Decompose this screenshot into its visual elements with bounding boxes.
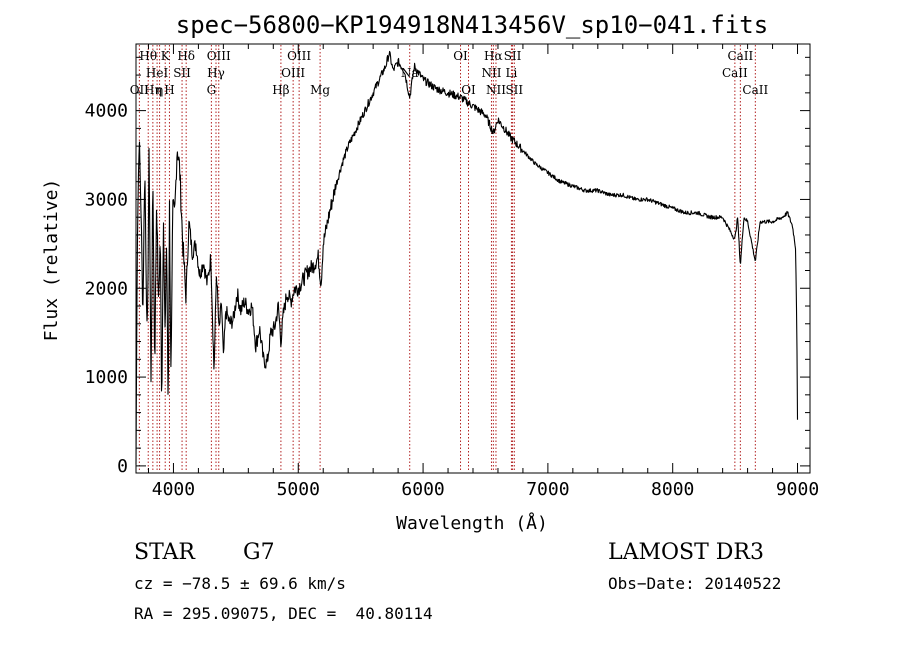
x-tick-label: 4000	[152, 479, 195, 500]
spectral-line-label: Hγ	[207, 66, 225, 80]
survey-name: LAMOST DR3	[608, 540, 764, 565]
spectral-line-label: Hθ	[139, 49, 157, 63]
observation-date: Obs−Date: 20140522	[608, 574, 782, 593]
y-tick-label: 2000	[85, 278, 128, 299]
x-tick-label: 7000	[526, 479, 569, 500]
x-tick-label: 6000	[401, 479, 444, 500]
spectral-line-label: Na	[401, 66, 419, 80]
plot-frame	[135, 43, 811, 474]
spectral-line-label: OI	[461, 83, 476, 97]
spectral-line-label: NII	[486, 83, 506, 97]
spectral-line-labels: OII Hθ Hη HeI η K H SII Hδ G Hγ OIII Hβ OIII OIII Mg Na O…	[130, 49, 769, 97]
y-tick-label: 3000	[85, 189, 128, 210]
spectral-line-label: H	[164, 83, 174, 97]
object-subclass: G7	[243, 540, 275, 565]
y-tick-label: 1000	[85, 367, 128, 388]
spectral-line-label: SII	[505, 83, 523, 97]
x-tick-label: 8000	[651, 479, 694, 500]
spectral-line-label: CaII	[722, 66, 748, 80]
spectral-line-label: OIII	[207, 49, 231, 63]
spectral-line-label: Hδ	[177, 49, 195, 63]
spectrum-line	[135, 50, 799, 465]
spectral-line-label: OIII	[281, 66, 305, 80]
spectral-line-label: OI	[453, 49, 468, 63]
redshift-velocity: cz = −78.5 ± 69.6 km/s	[134, 574, 346, 593]
spectrum-series	[135, 50, 799, 465]
spectral-line-label: η	[156, 83, 163, 97]
spectral-line-label: Li	[506, 66, 518, 80]
chart-title: spec−56800−KP194918N413456V_sp10−041.fit…	[176, 11, 768, 39]
spectral-line-label: G	[207, 83, 217, 97]
spectral-line-label: K	[161, 49, 171, 63]
spectral-line-label: Hη	[144, 83, 162, 97]
spectral-line-label: Hα	[484, 49, 503, 63]
spectral-line-label: SII	[504, 49, 522, 63]
y-tick-label: 4000	[85, 101, 128, 122]
axis-ticks: 4000 5000 6000 7000 8000 9000 0 1000 2000 3000 400…	[85, 44, 819, 500]
x-axis-label: Wavelength (Å)	[396, 512, 548, 534]
spectral-line-label: NII	[481, 66, 501, 80]
spectral-line-label: Mg	[310, 83, 330, 97]
spectral-line-label: SII	[173, 66, 191, 80]
spectral-line-label: OIII	[287, 49, 311, 63]
spectral-line-label: HeI	[146, 66, 169, 80]
x-tick-label: 5000	[277, 479, 320, 500]
spectral-line-label: CaII	[727, 49, 753, 63]
object-class: STAR	[134, 540, 195, 565]
spectral-line-label: Hβ	[272, 83, 289, 97]
spectral-line-markers	[138, 45, 756, 472]
spectral-line-label: CaII	[742, 83, 768, 97]
spectral-line-label: OII	[130, 83, 150, 97]
sky-coordinates: RA = 295.09075, DEC = 40.80114	[134, 604, 433, 623]
x-tick-label: 9000	[776, 479, 819, 500]
y-axis-label: Flux (relative)	[41, 179, 62, 342]
y-tick-label: 0	[117, 456, 128, 477]
